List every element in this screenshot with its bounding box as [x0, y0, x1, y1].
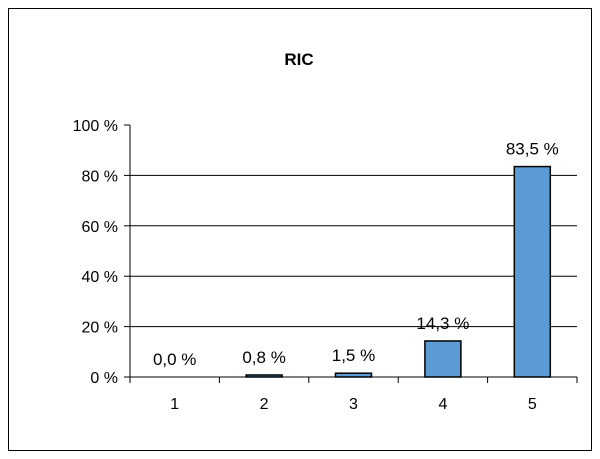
y-tick-label-60: 60 %: [82, 219, 118, 236]
data-label-4: 14,3 %: [416, 314, 469, 333]
x-tick-label-4: 4: [438, 396, 447, 413]
y-tick-label-20: 20 %: [82, 320, 118, 337]
chart-title: RIC: [284, 50, 313, 69]
bars: [245, 165, 552, 378]
y-tick-label-80: 80 %: [82, 168, 118, 185]
y-tick-label-0: 0 %: [90, 370, 118, 387]
gridlines: [130, 174, 577, 328]
y-tick-label-100: 100 %: [73, 118, 118, 135]
x-tick-label-3: 3: [349, 396, 358, 413]
axes: 0 % 20 % 40 % 60 % 80 % 100 % 1 2 3 4 5: [73, 118, 578, 413]
bar-4: [424, 340, 462, 378]
bar-chart: RIC 0 %20 %40 %60 %80 %100 %1 2 3 4 5 0,0 % 0…: [73, 50, 578, 413]
data-label-1: 0,0 %: [153, 350, 196, 369]
x-tick-label-1: 1: [170, 396, 179, 413]
data-label-5: 83,5 %: [506, 140, 559, 159]
bar-2: [245, 374, 283, 378]
data-label-2: 0,8 %: [242, 348, 285, 367]
data-labels: 0,0 % 0,8 % 1,5 % 14,3 % 83,5 %: [153, 140, 559, 369]
y-tick-label-40: 40 %: [82, 269, 118, 286]
x-tick-label-2: 2: [260, 396, 269, 413]
data-label-3: 1,5 %: [332, 346, 375, 365]
bar-3: [334, 372, 373, 378]
bar-5: [513, 165, 552, 378]
chart-frame: RIC 0 % 20 % 40 % 60 % 80 % 100 % 1 2 3 4 5 0,0 % 0…: [8, 8, 592, 451]
x-tick-label-5: 5: [528, 396, 537, 413]
